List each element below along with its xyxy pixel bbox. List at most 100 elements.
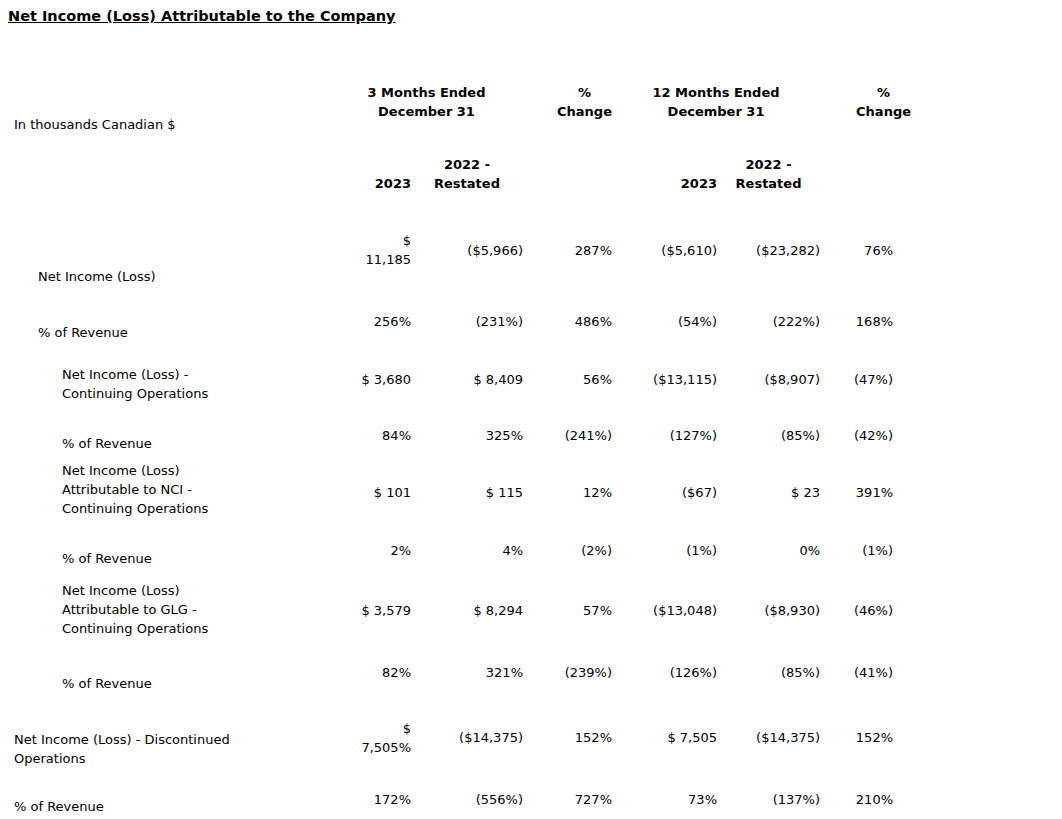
cell-value: 73%	[612, 775, 717, 819]
cell-value: 172%	[330, 775, 411, 819]
spacer-cell	[911, 460, 1062, 525]
column-group-header-row: In thousands Canadian $ 3 Months Ended D…	[0, 73, 1062, 145]
cell-value: 82%	[330, 645, 411, 700]
cell-value: 12%	[523, 460, 612, 525]
cell-value: ($23,282)	[717, 207, 820, 293]
table-row-pct-of-revenue: % of Revenue 82% 321% (239%) (126%) (85%…	[0, 645, 1062, 700]
cell-value: ($8,930)	[717, 575, 820, 645]
spacer-cell	[911, 207, 1062, 293]
table-row-pct-of-revenue: % of Revenue 172% (556%) 727% 73% (137%)…	[0, 775, 1062, 819]
spacer-cell	[911, 700, 1062, 775]
cell-value: ($8,907)	[717, 349, 820, 410]
spacer-cell	[911, 410, 1062, 460]
cell-value: (239%)	[523, 645, 612, 700]
cell-value: ($14,375)	[717, 700, 820, 775]
cell-value: 2%	[330, 525, 411, 575]
row-label: Net Income (Loss) - Continuing Operation…	[0, 349, 330, 410]
row-label: % of Revenue	[0, 410, 330, 460]
net-income-table: In thousands Canadian $ 3 Months Ended D…	[0, 73, 1062, 819]
cell-value: (85%)	[717, 410, 820, 460]
cell-value: 152%	[523, 700, 612, 775]
cell-value: (85%)	[717, 645, 820, 700]
cell-value: 325%	[411, 410, 523, 460]
cell-value: ($13,115)	[612, 349, 717, 410]
cell-value: 0%	[717, 525, 820, 575]
cell-value: 486%	[523, 293, 612, 349]
table-row-net-income-nci-continuing-ops: Net Income (Loss) Attributable to NCI - …	[0, 460, 1062, 525]
cell-value: 84%	[330, 410, 411, 460]
sub-header-row: 2023 2022 - Restated 2023 2022 - Restate…	[0, 145, 1062, 207]
cell-value: $ 11,185	[330, 207, 411, 293]
cell-value: $ 8,409	[411, 349, 523, 410]
cell-value: (1%)	[820, 525, 911, 575]
cell-value: ($67)	[612, 460, 717, 525]
cell-value: 391%	[820, 460, 911, 525]
col-header-2023-12mo: 2023	[612, 145, 717, 207]
col-group-12-months-ended: 12 Months Ended December 31	[612, 73, 820, 145]
row-label: % of Revenue	[0, 645, 330, 700]
spacer-cell	[911, 293, 1062, 349]
table-row-pct-of-revenue: % of Revenue 2% 4% (2%) (1%) 0% (1%)	[0, 525, 1062, 575]
col-group-pct-change-3mo: % Change	[523, 73, 612, 145]
cell-value: (54%)	[612, 293, 717, 349]
spacer-cell	[0, 145, 330, 207]
col-group-pct-change-12mo: % Change	[820, 73, 911, 145]
cell-value: (126%)	[612, 645, 717, 700]
spacer-cell	[911, 349, 1062, 410]
cell-value: 321%	[411, 645, 523, 700]
spacer-cell	[911, 73, 1062, 145]
spacer-cell	[911, 575, 1062, 645]
cell-value: 287%	[523, 207, 612, 293]
cell-value: $ 3,680	[330, 349, 411, 410]
cell-value: $ 7,505	[612, 700, 717, 775]
cell-value: $ 101	[330, 460, 411, 525]
cell-value: (222%)	[717, 293, 820, 349]
unit-label: In thousands Canadian $	[0, 73, 330, 145]
cell-value: 152%	[820, 700, 911, 775]
table-row-net-income-glg-continuing-ops: Net Income (Loss) Attributable to GLG - …	[0, 575, 1062, 645]
cell-value: (47%)	[820, 349, 911, 410]
row-label: Net Income (Loss) Attributable to GLG - …	[0, 575, 330, 645]
table-row-net-income-continuing-ops: Net Income (Loss) - Continuing Operation…	[0, 349, 1062, 410]
cell-value: $ 115	[411, 460, 523, 525]
cell-value: ($14,375)	[411, 700, 523, 775]
cell-value: 727%	[523, 775, 612, 819]
cell-value: ($13,048)	[612, 575, 717, 645]
cell-value: (137%)	[717, 775, 820, 819]
spacer-cell	[911, 525, 1062, 575]
cell-value: (127%)	[612, 410, 717, 460]
col-header-2022-restated-12mo: 2022 - Restated	[717, 145, 820, 207]
cell-value: (231%)	[411, 293, 523, 349]
cell-value: $ 7,505%	[330, 700, 411, 775]
cell-value: (42%)	[820, 410, 911, 460]
table-row-pct-of-revenue: % of Revenue 84% 325% (241%) (127%) (85%…	[0, 410, 1062, 460]
spacer-cell	[911, 145, 1062, 207]
cell-value: $ 23	[717, 460, 820, 525]
spacer-cell	[911, 645, 1062, 700]
row-label: Net Income (Loss)	[0, 207, 330, 293]
cell-value: ($5,610)	[612, 207, 717, 293]
row-label: % of Revenue	[0, 525, 330, 575]
row-label: Net Income (Loss) Attributable to NCI - …	[0, 460, 330, 525]
cell-value: 4%	[411, 525, 523, 575]
cell-value: (556%)	[411, 775, 523, 819]
col-group-3-months-ended: 3 Months Ended December 31	[330, 73, 523, 145]
col-header-2022-restated-3mo: 2022 - Restated	[411, 145, 523, 207]
cell-value: 168%	[820, 293, 911, 349]
col-header-blank	[820, 145, 911, 207]
cell-value: (46%)	[820, 575, 911, 645]
table-row-net-income-discontinued-ops: Net Income (Loss) - Discontinued Operati…	[0, 700, 1062, 775]
cell-value: (2%)	[523, 525, 612, 575]
cell-value: 256%	[330, 293, 411, 349]
cell-value: (41%)	[820, 645, 911, 700]
row-label: % of Revenue	[0, 293, 330, 349]
col-header-blank	[523, 145, 612, 207]
col-header-2023-3mo: 2023	[330, 145, 411, 207]
cell-value: $ 8,294	[411, 575, 523, 645]
cell-value: 76%	[820, 207, 911, 293]
row-label: % of Revenue	[0, 775, 330, 819]
spacer-cell	[911, 775, 1062, 819]
cell-value: 56%	[523, 349, 612, 410]
cell-value: ($5,966)	[411, 207, 523, 293]
table-row-pct-of-revenue: % of Revenue 256% (231%) 486% (54%) (222…	[0, 293, 1062, 349]
